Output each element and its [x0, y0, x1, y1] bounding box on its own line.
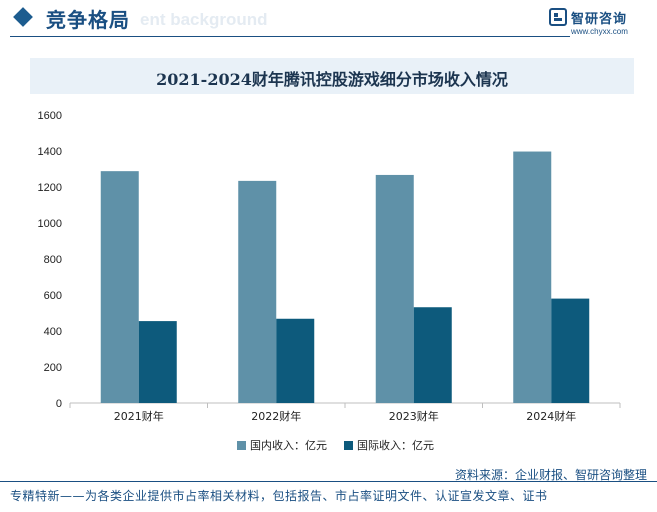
bar-international — [413, 307, 452, 403]
brand: 智研咨询 www.chyxx.com — [549, 6, 649, 40]
legend-item-international: 国际收入：亿元 — [344, 437, 434, 453]
legend-label-domestic: 国内收入：亿元 — [250, 439, 327, 452]
x-tick-label: 2023财年 — [389, 409, 439, 423]
y-tick-label: 1600 — [38, 110, 62, 122]
header-divider — [10, 36, 570, 37]
bar-international — [138, 321, 177, 403]
legend-swatch-domestic — [237, 440, 246, 450]
bar-domestic — [100, 171, 139, 403]
y-tick-label: 1200 — [38, 182, 62, 194]
bar-domestic — [375, 174, 414, 403]
x-tick-label: 2024财年 — [526, 409, 576, 423]
bar-domestic — [238, 180, 277, 403]
bar-international — [551, 298, 590, 403]
footer-text: 专精特新——为各类企业提供市占率相关材料，包括报告、市占率证明文件、认证宣发文章… — [10, 489, 548, 503]
bar-international — [276, 318, 315, 403]
y-tick-label: 400 — [44, 326, 62, 338]
chyxx-logo-icon — [549, 8, 567, 26]
y-tick-label: 600 — [44, 290, 62, 302]
chart-title-bar: 2021-2024财年腾讯控股游戏细分市场收入情况 — [30, 58, 634, 94]
header: 竞争格局 ent background 智研咨询 www.chyxx.com — [0, 0, 657, 42]
y-tick-label: 1000 — [38, 218, 62, 230]
section-title: 竞争格局 — [46, 8, 130, 32]
x-tick-label: 2022财年 — [251, 409, 301, 423]
chart-title: 2021-2024财年腾讯控股游戏细分市场收入情况 — [156, 70, 508, 89]
bar-domestic — [513, 151, 552, 403]
y-tick-label: 800 — [44, 254, 62, 266]
footer-divider — [0, 481, 657, 482]
y-tick-label: 1400 — [38, 146, 62, 158]
legend-label-international: 国际收入：亿元 — [357, 439, 434, 452]
y-tick-label: 200 — [44, 362, 62, 374]
x-tick-label: 2021财年 — [114, 409, 164, 423]
legend-item-domestic: 国内收入：亿元 — [237, 437, 327, 453]
watermark-text: ent background — [140, 10, 268, 29]
source-note: 资料来源：企业财报、智研咨询整理 — [454, 468, 647, 482]
brand-name: 智研咨询 — [571, 12, 628, 27]
legend-swatch-international — [344, 440, 353, 450]
y-tick-label: 0 — [56, 398, 62, 410]
brand-url: www.chyxx.com — [571, 27, 628, 36]
legend: 国内收入：亿元 国际收入：亿元 — [0, 437, 657, 453]
